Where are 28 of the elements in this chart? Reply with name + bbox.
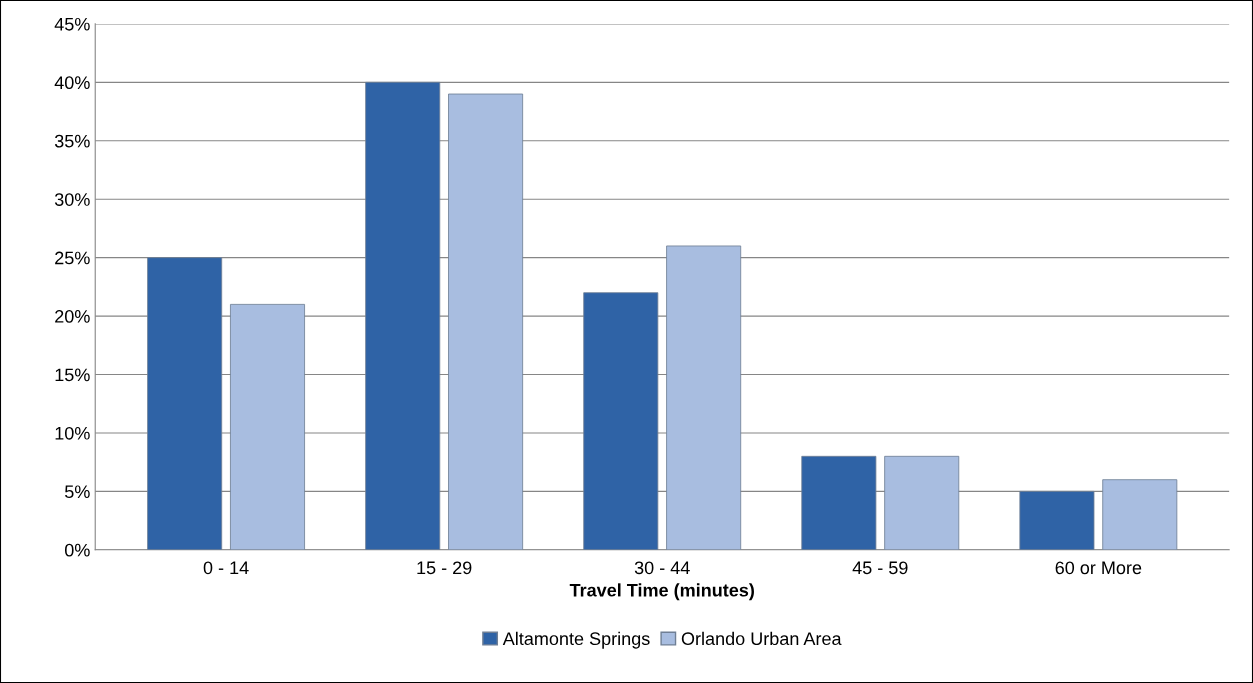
legend-label: Altamonte Springs xyxy=(502,631,650,649)
bar xyxy=(801,455,877,550)
x-tick-label: 0 - 14 xyxy=(203,561,249,575)
bar xyxy=(666,245,742,550)
y-tick-label: 5% xyxy=(64,485,90,499)
bar xyxy=(1102,479,1178,550)
x-tick-label: 15 - 29 xyxy=(417,561,472,575)
y-tick-label: 30% xyxy=(54,193,90,206)
x-tick-label: 45 - 59 xyxy=(852,561,908,575)
y-tick-label: 15% xyxy=(55,368,90,382)
y-tick-label: 0% xyxy=(64,543,90,557)
bar xyxy=(448,93,524,550)
y-tick-label: 20% xyxy=(55,310,90,323)
bar xyxy=(1019,490,1095,550)
y-tick-label: 25% xyxy=(55,251,90,265)
x-tick-label: 60 or More xyxy=(1055,561,1142,575)
y-tick-label: 45% xyxy=(54,17,90,31)
y-tick-label: 40% xyxy=(54,76,90,90)
bar xyxy=(884,455,960,550)
x-tick-label: 30 - 44 xyxy=(634,561,690,575)
bar xyxy=(583,292,659,550)
bar xyxy=(365,81,441,550)
bar xyxy=(230,303,305,550)
x-axis-title: Travel Time (minutes) xyxy=(569,583,754,601)
legend-label: Orlando Urban Area xyxy=(681,631,842,646)
bar xyxy=(147,257,223,550)
y-tick-label: 10% xyxy=(55,426,90,440)
y-tick-label: 35% xyxy=(54,134,90,148)
